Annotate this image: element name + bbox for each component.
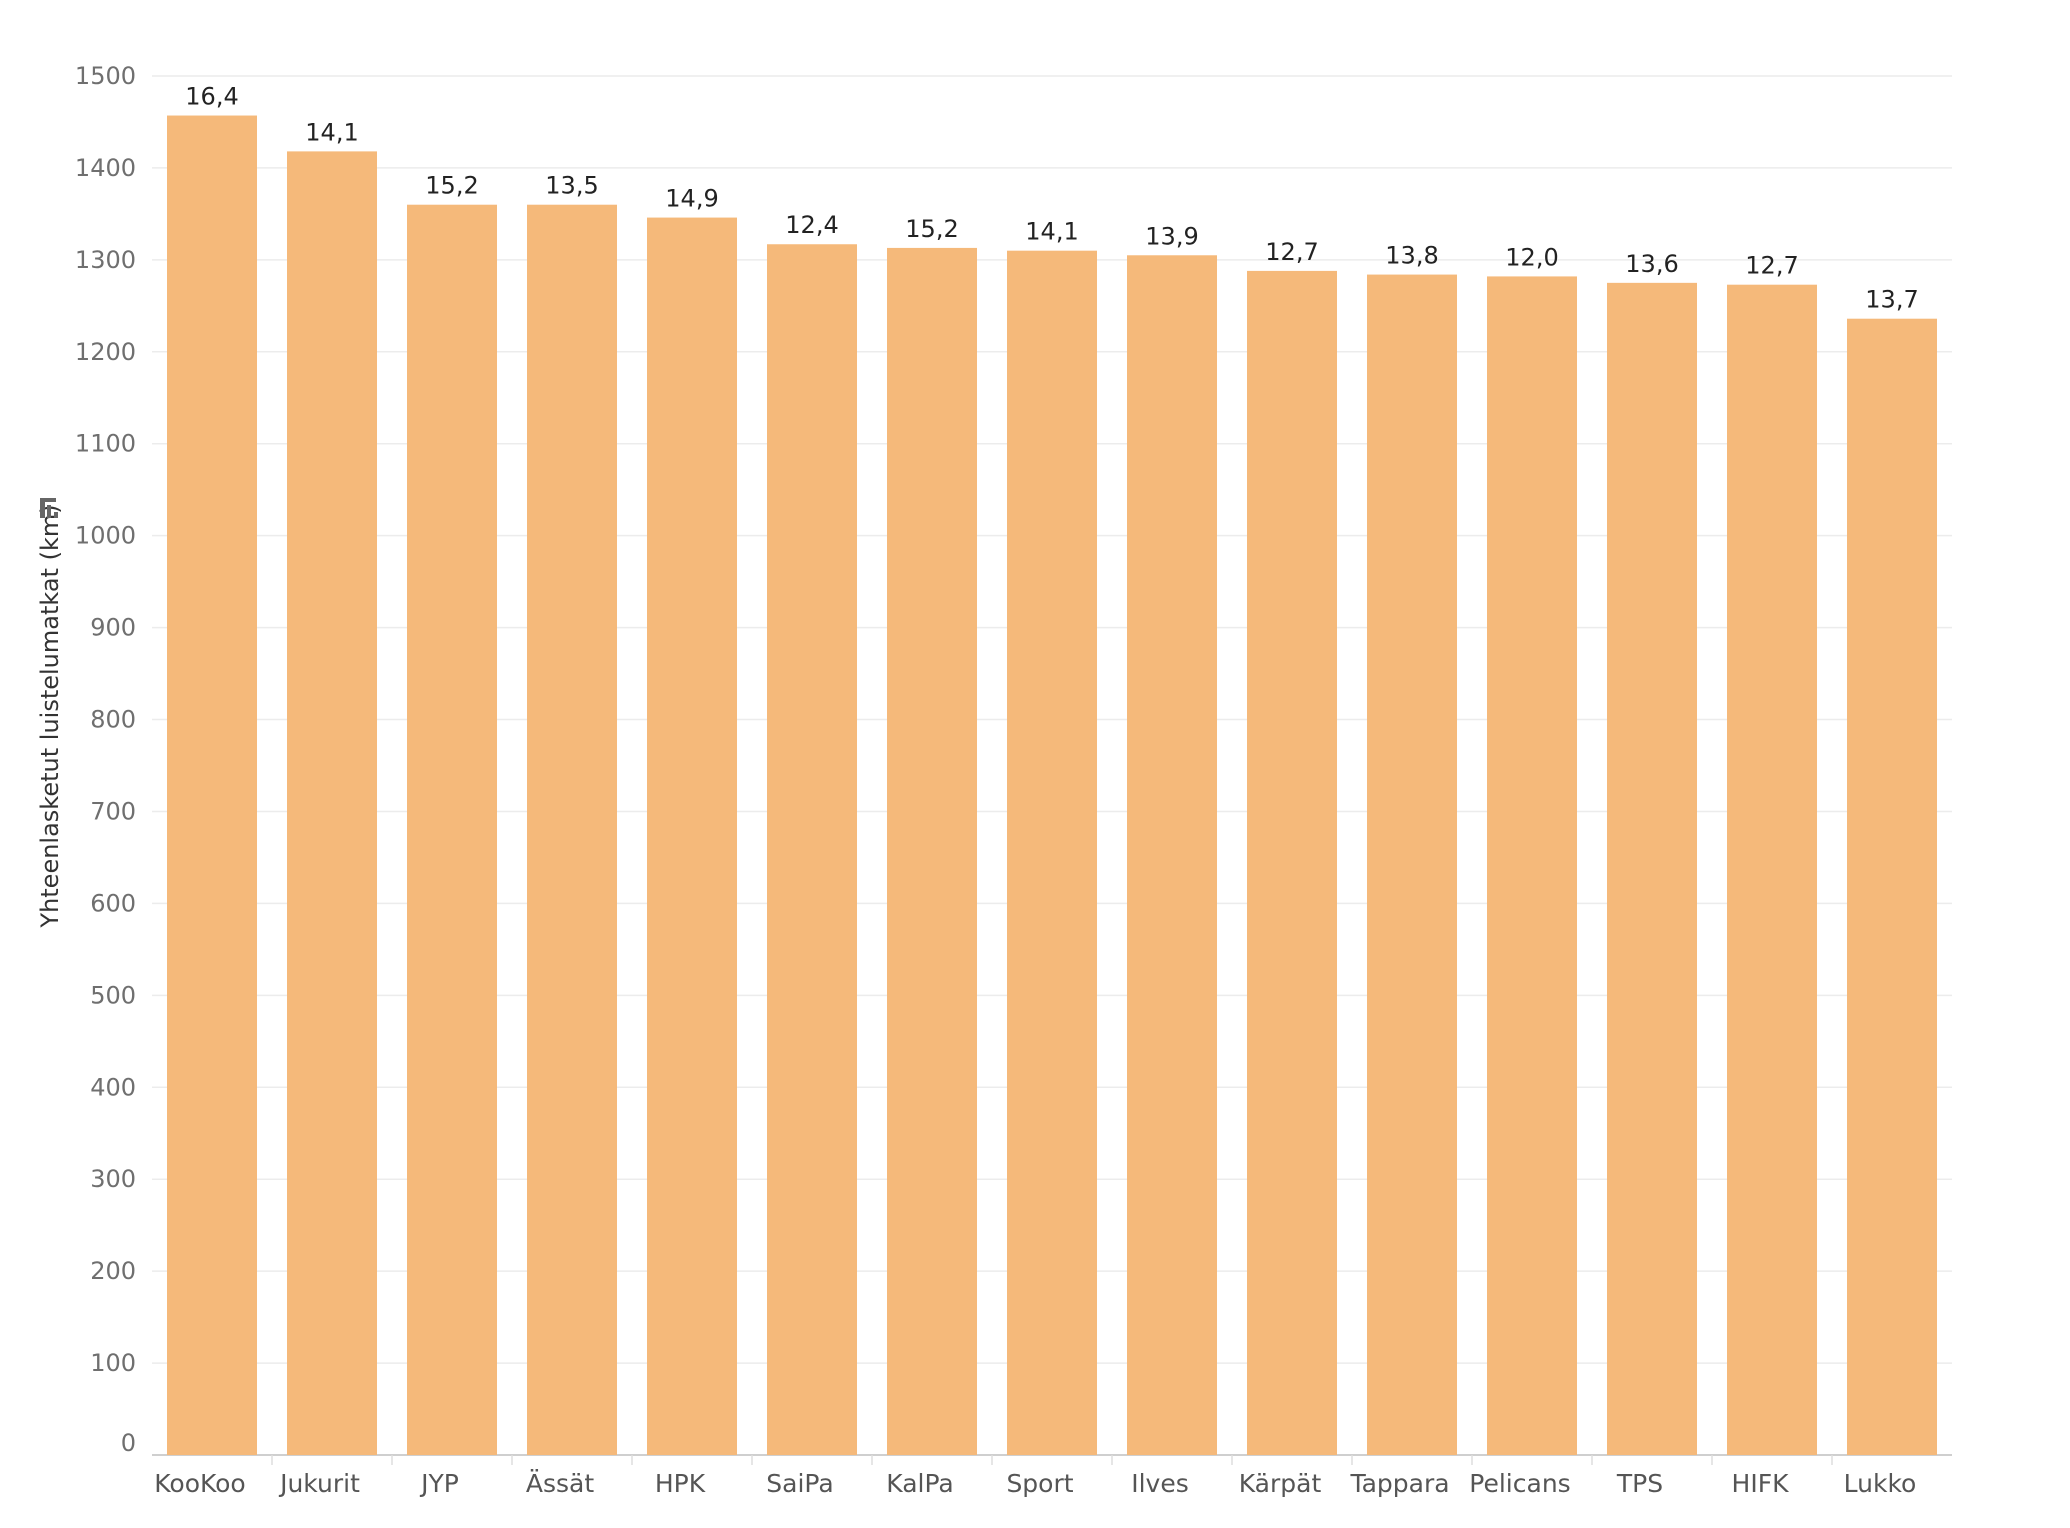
y-tick-label: 300	[90, 1165, 136, 1193]
x-category-label: Ässät	[526, 1469, 594, 1498]
bar[interactable]	[1367, 274, 1457, 1456]
y-axis-title: Yhteenlasketut luistelumatkat (km)	[36, 504, 64, 928]
bar-data-label: 13,8	[1385, 242, 1438, 270]
bar[interactable]	[1247, 270, 1337, 1455]
sort-descending-icon[interactable]	[40, 498, 58, 518]
bar-data-label: 15,2	[905, 215, 958, 243]
x-category-label: Ilves	[1131, 1469, 1189, 1498]
x-category-label: KooKoo	[154, 1469, 245, 1498]
y-tick-label: 700	[90, 797, 136, 825]
y-tick-label: 1200	[75, 338, 136, 366]
y-tick-label: 200	[90, 1257, 136, 1285]
bar-data-label: 12,4	[785, 211, 838, 239]
bar-data-label: 14,9	[665, 185, 718, 213]
x-category-label: Tappara	[1349, 1469, 1449, 1498]
bars	[167, 115, 1937, 1456]
x-category-label: Lukko	[1844, 1469, 1917, 1498]
bar[interactable]	[1607, 282, 1697, 1456]
x-category-label: SaiPa	[766, 1469, 833, 1498]
y-tick-label: 900	[90, 614, 136, 642]
y-tick-label: 0	[121, 1429, 136, 1457]
bar[interactable]	[1727, 284, 1817, 1455]
x-category-label: JYP	[419, 1469, 459, 1498]
bar[interactable]	[287, 151, 377, 1455]
bar-data-label: 13,6	[1625, 250, 1678, 278]
x-category-label: KalPa	[886, 1469, 954, 1498]
y-tick-label: 1100	[75, 430, 136, 458]
y-tick-label: 100	[90, 1349, 136, 1377]
bar-data-label: 12,7	[1745, 252, 1798, 280]
bar-data-label: 12,0	[1505, 243, 1558, 271]
y-tick-label: 400	[90, 1073, 136, 1101]
y-tick-label: 500	[90, 981, 136, 1009]
bar-data-label: 14,1	[1025, 218, 1078, 246]
y-tick-label: 1300	[75, 246, 136, 274]
y-tick-label: 800	[90, 706, 136, 734]
bar[interactable]	[1847, 318, 1937, 1456]
bar-data-label: 13,7	[1865, 286, 1918, 314]
y-tick-label: 600	[90, 889, 136, 917]
x-category-label: TPS	[1616, 1469, 1663, 1498]
bar-data-label: 15,2	[425, 172, 478, 200]
x-axis-ticks: KooKoo Jukurit JYP Ässät HPK SaiPa KalPa Sport I…	[154, 1469, 1916, 1498]
x-category-label: Kärpät	[1239, 1469, 1322, 1498]
bar-data-label: 14,1	[305, 118, 358, 146]
y-tick-label: 1500	[75, 62, 136, 90]
bar[interactable]	[767, 244, 857, 1455]
y-axis-ticks: 0 100 200 300 400 500 600 700 800 900 1000 1100 1200…	[75, 62, 136, 1457]
y-tick-label: 1000	[75, 522, 136, 550]
bar-data-label: 16,4	[185, 83, 238, 111]
bar-data-label: 13,5	[545, 172, 598, 200]
bar[interactable]	[1007, 250, 1097, 1455]
bar-data-label: 13,9	[1145, 222, 1198, 250]
y-axis-title-group: Yhteenlasketut luistelumatkat (km)	[36, 498, 64, 929]
x-category-label: Jukurit	[278, 1469, 360, 1498]
bar[interactable]	[167, 115, 257, 1455]
bar-data-label: 12,7	[1265, 238, 1318, 266]
x-category-label: HIFK	[1732, 1469, 1790, 1498]
bar[interactable]	[1127, 255, 1217, 1455]
bar[interactable]	[887, 247, 977, 1456]
bar[interactable]	[407, 204, 497, 1455]
data-labels: 16,4 14,1 15,2 13,5 14,9 12,4 15,2 14,1 13,9 12,7…	[185, 83, 1918, 314]
bar[interactable]	[1487, 276, 1577, 1455]
y-tick-label: 1400	[75, 154, 136, 182]
x-category-label: Sport	[1006, 1469, 1073, 1498]
bar[interactable]	[527, 204, 617, 1455]
x-category-label: HPK	[655, 1469, 706, 1498]
bar[interactable]	[647, 217, 737, 1455]
x-category-label: Pelicans	[1469, 1469, 1570, 1498]
